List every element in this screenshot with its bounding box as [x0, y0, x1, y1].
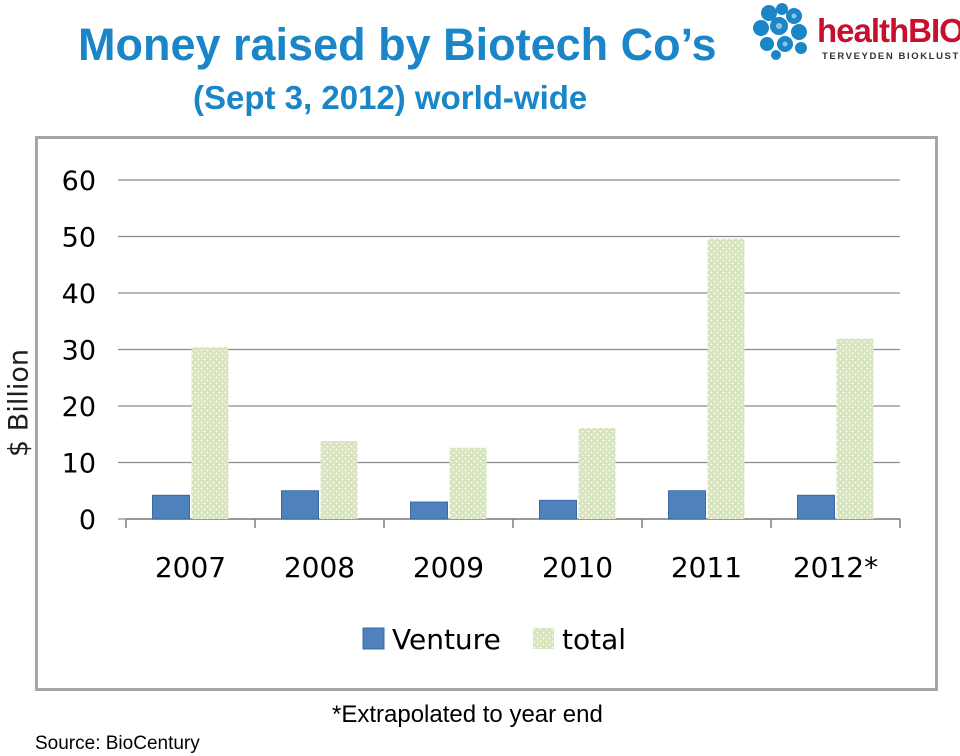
bar-venture — [668, 490, 706, 520]
bar-total — [707, 238, 745, 519]
source-note: Source: BioCentury — [35, 733, 200, 754]
logo-tagline: TERVEYDEN BIOKLUSTERI — [822, 51, 960, 62]
logo-wordmark: healthBIO — [817, 12, 960, 49]
legend-label-total: total — [562, 623, 626, 656]
bar-total — [320, 441, 358, 519]
y-axis-label: $ Billion — [3, 349, 35, 457]
healthbio-logo: healthBIO TERVEYDEN BIOKLUSTERI — [752, 2, 960, 66]
y-tick-label: 40 — [62, 279, 96, 310]
bar-venture — [410, 501, 448, 520]
bar-venture — [539, 499, 577, 520]
footnote: *Extrapolated to year end — [332, 701, 603, 728]
bar-venture — [797, 494, 835, 520]
bar-total — [449, 447, 487, 519]
legend-label-venture: Venture — [392, 623, 501, 656]
chart-area: 0 10 20 30 40 50 60 2007 2008 2009 2010 2011 2012* Ve… — [35, 136, 938, 691]
bar-venture — [281, 490, 319, 520]
bar-venture — [152, 494, 190, 520]
x-tick-label: 2012* — [793, 551, 878, 584]
x-tick-label: 2011 — [671, 551, 742, 584]
page-title: Money raised by Biotech Co’s — [78, 19, 717, 70]
x-tick-label: 2008 — [284, 551, 355, 584]
x-tick-label: 2010 — [542, 551, 613, 584]
bar-total — [836, 338, 874, 519]
y-tick-label: 50 — [62, 223, 96, 254]
x-tick-label: 2009 — [413, 551, 484, 584]
page-subtitle: (Sept 3, 2012) world-wide — [193, 79, 588, 116]
y-tick-label: 20 — [62, 392, 96, 423]
legend-swatch-venture — [362, 627, 385, 650]
bar-total — [578, 428, 616, 519]
x-tick-label: 2007 — [155, 551, 226, 584]
bar-chart: 0 10 20 30 40 50 60 2007 2008 2009 2010 2011 2012* Ve… — [62, 166, 901, 656]
molecule-cluster-icon — [753, 3, 807, 60]
y-tick-label: 30 — [62, 336, 96, 367]
bar-total — [191, 347, 229, 519]
y-tick-label: 60 — [62, 166, 96, 197]
legend-swatch-total — [533, 628, 554, 649]
y-tick-label: 10 — [62, 449, 96, 480]
y-tick-label: 0 — [79, 505, 96, 536]
